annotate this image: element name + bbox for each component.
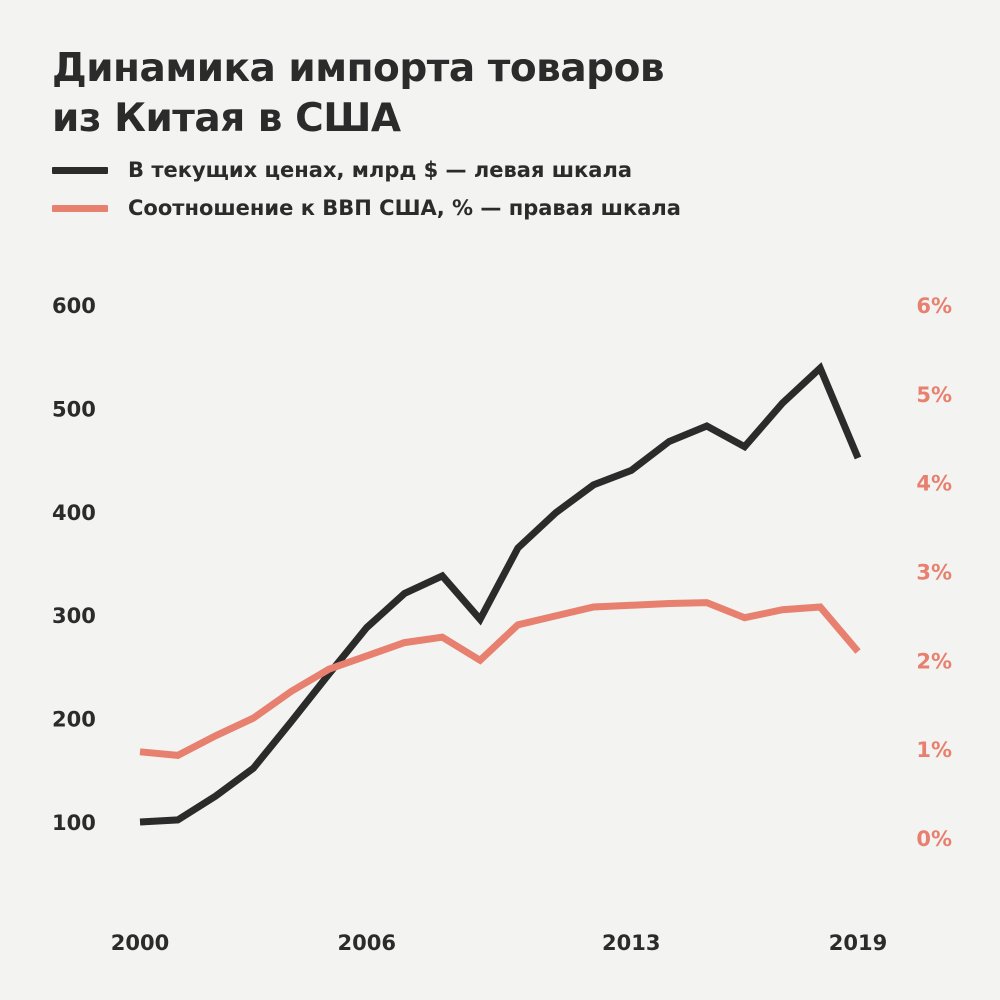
legend-item-gdp: Соотношение к ВВП США, % — правая шкала	[52, 196, 681, 220]
right-axis-tick: 6%	[916, 294, 952, 318]
left-axis-tick: 300	[52, 604, 96, 628]
legend-label-usd: В текущих ценах, млрд $ — левая шкала	[128, 158, 633, 182]
title-line-1: Динамика импорта товаров	[52, 46, 665, 91]
series-line-gdp	[139, 599, 861, 759]
legend-swatch-pink	[52, 204, 108, 212]
right-axis-tick: 5%	[916, 383, 952, 407]
x-axis-tick: 2013	[602, 931, 660, 955]
legend-item-usd: В текущих ценах, млрд $ — левая шкала	[52, 158, 632, 182]
x-axis-tick: 2000	[111, 931, 169, 955]
title-line-2: из Китая в США	[52, 96, 401, 141]
series-line-usd	[139, 362, 862, 826]
x-axis-tick: 2006	[338, 931, 396, 955]
chart-title: Динамика импорта товаров из Китая в США	[52, 44, 665, 144]
right-axis-tick: 3%	[916, 561, 952, 585]
left-axis-tick: 100	[52, 811, 96, 835]
left-axis-tick: 200	[52, 708, 96, 732]
right-axis-tick: 2%	[916, 649, 952, 673]
legend-swatch-black	[52, 166, 108, 174]
right-axis-tick: 0%	[916, 827, 952, 851]
left-axis-tick: 500	[52, 397, 96, 421]
x-axis-tick: 2019	[829, 931, 887, 955]
right-axis-tick: 1%	[916, 738, 952, 762]
left-axis-tick: 600	[52, 294, 96, 318]
legend-label-gdp: Соотношение к ВВП США, % — правая шкала	[128, 196, 681, 220]
left-axis-tick: 400	[52, 501, 96, 525]
right-axis-tick: 4%	[916, 472, 952, 496]
